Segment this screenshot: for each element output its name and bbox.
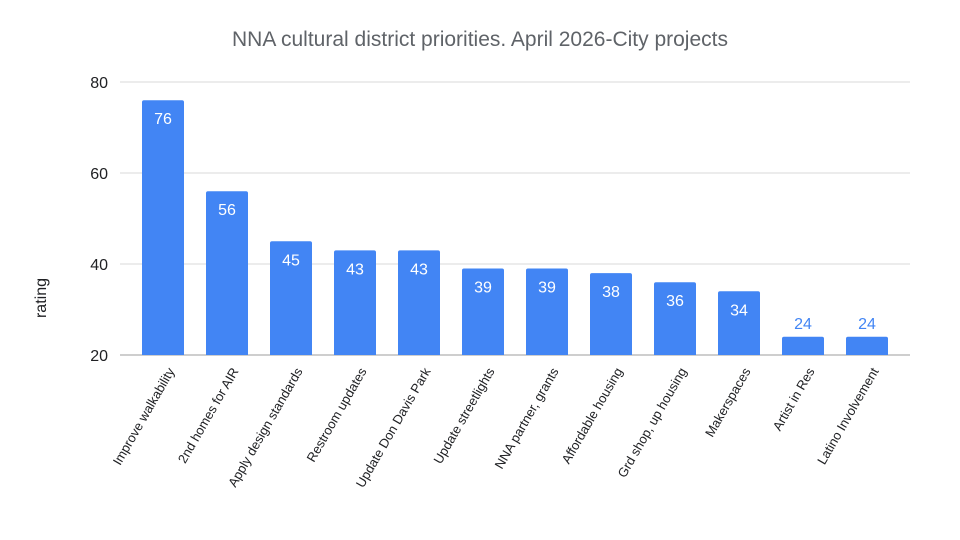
bar [846,336,888,355]
bar [782,336,824,355]
data-label: 38 [602,284,620,301]
y-tick-label: 40 [90,257,108,274]
bar [590,273,632,355]
bar [334,250,376,355]
y-axis-ticks: 20 40 60 80 [90,75,108,365]
data-label: 39 [538,280,556,297]
chart-title: NNA cultural district priorities. April … [231,28,728,51]
data-label: 43 [346,261,364,278]
data-label: 56 [218,202,236,219]
x-category-label: Update Don Davis Park [353,365,434,491]
data-label: 43 [410,261,428,278]
y-tick-label: 60 [90,166,108,183]
data-label: 45 [282,252,300,269]
data-label: 39 [474,280,492,297]
x-category-label: Latino Involvement [814,365,882,467]
bar [654,282,696,355]
x-category-label: Grd shop, up housing [614,365,689,480]
bar [270,241,312,355]
x-category-label: Makerspaces [702,365,754,440]
x-category-label: 2nd homes for AIR [175,365,242,466]
bar [142,100,184,355]
x-category-label: Improve walkability [110,365,178,468]
bar [526,268,568,355]
data-label: 76 [154,111,172,128]
data-labels: 76 56 45 43 43 39 39 38 36 34 24 24 [154,111,876,333]
data-label: 36 [666,293,684,310]
x-category-label: Apply design standards [225,365,306,490]
gridlines [120,81,910,356]
bar [718,291,760,355]
bar [398,250,440,355]
data-label: 34 [730,302,748,319]
data-label: 24 [794,316,812,333]
x-category-label: Restroom updates [303,365,369,465]
x-category-label: NNA partner, grants [492,365,562,472]
bar [462,268,504,355]
x-category-label: Artist in Res [770,365,818,434]
x-category-label: Affordable housing [559,365,626,466]
bar [206,191,248,355]
x-category-label: Update streetlights [430,365,497,467]
y-tick-label: 80 [90,75,108,92]
data-label: 24 [858,316,876,333]
y-tick-label: 20 [90,348,108,365]
bars [142,100,888,355]
